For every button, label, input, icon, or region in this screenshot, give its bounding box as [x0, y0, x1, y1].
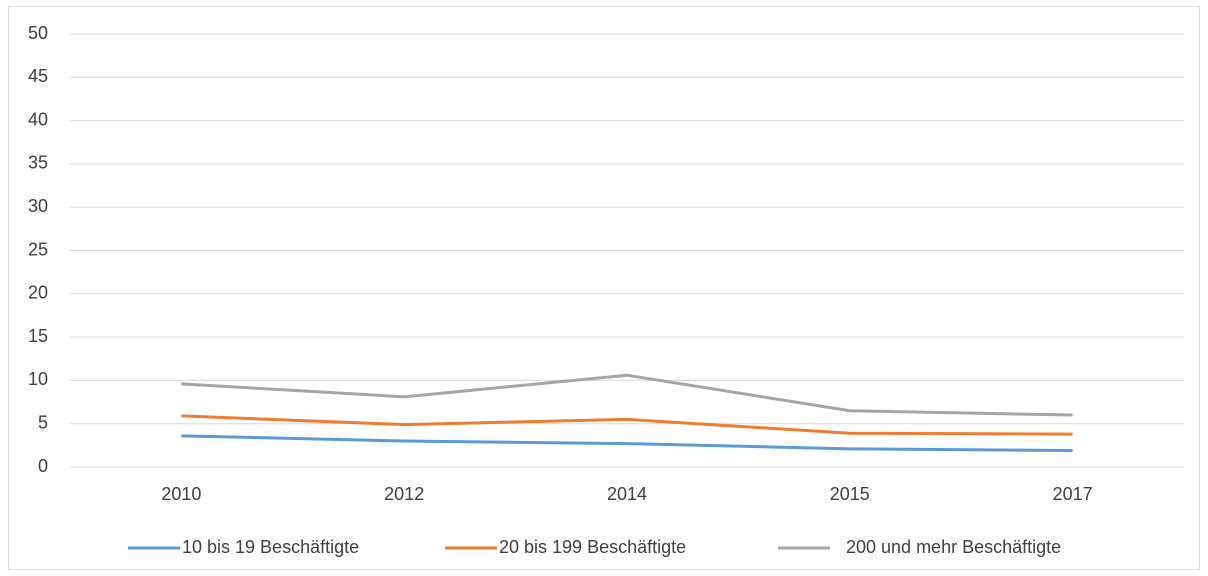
data-line	[181, 414, 1073, 436]
legend-label: 20 bis 199 Beschäftigte	[499, 537, 686, 557]
x-tick-label: 2014	[607, 484, 647, 504]
y-tick-label: 10	[28, 369, 48, 389]
legend-label: 10 bis 19 Beschäftigte	[182, 537, 359, 557]
chart-frame	[8, 6, 1200, 570]
x-tick-label: 2010	[161, 484, 201, 504]
x-tick-label: 2017	[1053, 484, 1093, 504]
y-tick-label: 40	[28, 109, 48, 129]
y-tick-label: 50	[28, 23, 48, 43]
x-tick-label: 2015	[830, 484, 870, 504]
y-tick-label: 30	[28, 196, 48, 216]
y-tick-label: 15	[28, 326, 48, 346]
data-line	[181, 373, 1073, 417]
data-line	[181, 434, 1073, 453]
y-tick-label: 25	[28, 239, 48, 259]
legend-label: 200 und mehr Beschäftigte	[846, 537, 1061, 557]
y-tick-label: 20	[28, 283, 48, 303]
y-tick-label: 45	[28, 66, 48, 86]
y-tick-label: 5	[38, 412, 48, 432]
y-tick-label: 0	[38, 456, 48, 476]
y-tick-label: 35	[28, 153, 48, 173]
x-tick-label: 2012	[384, 484, 424, 504]
